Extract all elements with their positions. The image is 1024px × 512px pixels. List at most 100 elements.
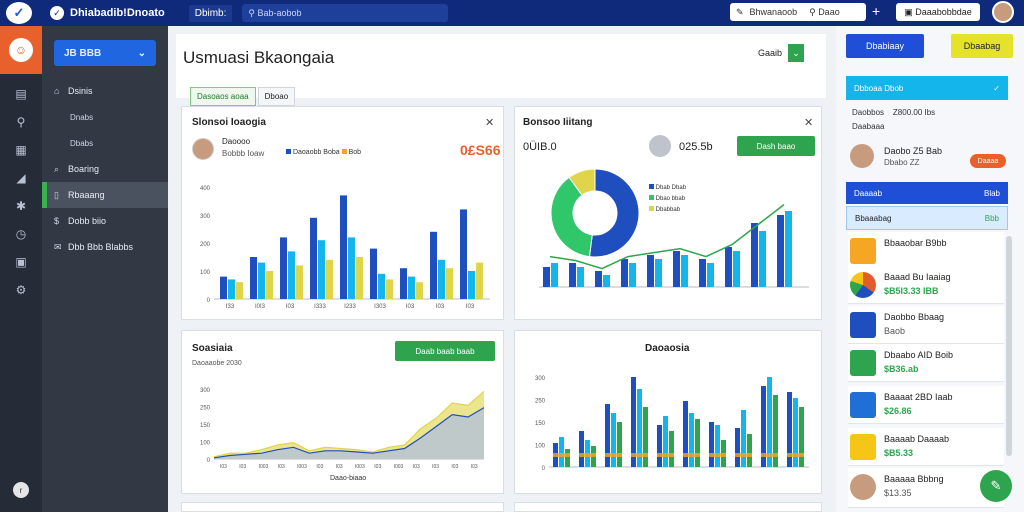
bar [438, 259, 445, 299]
tab-bar: Dasoaos aoaa Dboao [190, 87, 296, 106]
search-button[interactable]: ⚲ Daao [809, 6, 840, 17]
bar [793, 398, 798, 467]
close-icon[interactable]: ✕ [804, 117, 814, 129]
bar [446, 268, 453, 299]
page-header: Usmuasi Bkaongaia Gaaib ⌄ Dasoaos aoaa D… [176, 34, 826, 106]
bar [288, 251, 295, 299]
highlight-band[interactable]: Bbaaabag Bbb [846, 206, 1008, 230]
account-button[interactable]: ▣ Daaabobbdae [896, 3, 980, 21]
tab-second[interactable]: Dboao [257, 87, 296, 106]
close-icon[interactable]: ✕ [485, 117, 495, 129]
scrollbar[interactable] [1006, 236, 1012, 456]
stat-value: 0£S66 [460, 142, 501, 158]
card-title: Soasiaia [192, 343, 233, 354]
search-input[interactable]: ⚲ Bab-aobob [242, 4, 449, 22]
page-title: Usmuasi Bkaongaia [183, 48, 335, 67]
y-tick-label: 0 [207, 298, 211, 304]
list-item[interactable]: Daobbo Bbaag Baob [848, 306, 1004, 344]
y-tick-label: 100 [535, 444, 546, 450]
gear-icon[interactable]: ⚙ [15, 283, 27, 297]
filter-dropdown[interactable]: Dbboaa Dbob ✓ [846, 76, 1008, 100]
sidebar-item-boaring[interactable]: ⌕ Boaring [54, 163, 100, 175]
primary-button[interactable]: Dbabiaay [846, 34, 924, 58]
action-button[interactable]: Dash baao [737, 136, 815, 156]
x-tick-label: I33 [226, 304, 235, 310]
header-dropdown[interactable]: Gaaib ⌄ [758, 44, 805, 62]
bar [643, 407, 648, 467]
x-tick-label: I303 [374, 304, 386, 310]
bottom-card-edge [181, 502, 504, 512]
list-item[interactable]: Baaaaa Bbbng $13.35 [848, 468, 1004, 508]
list-item[interactable]: Baaaab Daaaab $B5.33 [848, 428, 1004, 466]
icon-rail: ☺ ▤ ⚲ ▦ ◢ ✱ ◷ ▣ ⚙ r [0, 26, 42, 512]
settings-icon[interactable]: ✱ [15, 199, 27, 213]
info-row: Daobbos Z800.00 Ibs [852, 108, 936, 117]
list-item[interactable]: Baaaat 2BD Iaab $26.86 [848, 386, 1004, 424]
x-tick-label: I003 [355, 464, 365, 470]
list-item[interactable]: Bbaaobar B9bb [848, 232, 1004, 270]
x-tick-label: I03 [451, 464, 458, 470]
pie-slice [550, 176, 593, 258]
sidebar-item-active[interactable]: ▯ Rbaaang [42, 182, 168, 208]
app-logo-icon[interactable]: ✓ [6, 2, 32, 24]
x-tick-label: I03 [286, 304, 295, 310]
search-icon[interactable]: ⚲ [16, 115, 26, 129]
bar [637, 389, 642, 467]
list-icon[interactable]: ▤ [15, 87, 27, 101]
bar-chart: 0 100 200 300 400 I33 I0I3 I03 I333 I233 I303 I03 I0… [200, 186, 490, 310]
right-search-field[interactable]: ✎ Bhwanaoob ⚲ Daao [730, 3, 866, 21]
secondary-button[interactable]: Dbaabag [951, 34, 1013, 58]
y-tick-label: 400 [200, 186, 211, 192]
y-tick-label: 300 [200, 214, 211, 220]
sidebar-subitem[interactable]: Dnabs [70, 112, 94, 122]
sidebar-item-mail[interactable]: ✉ Dbb Bbb Blabbs [54, 241, 134, 253]
mail-icon: ✉ [54, 241, 62, 252]
chart-icon[interactable]: ◢ [16, 171, 26, 185]
person-action-button[interactable]: Daaaa [970, 154, 1006, 168]
list-item[interactable]: Dbaabo AID Boib $B36.ab [848, 344, 1004, 382]
pie-chart-icon [850, 272, 876, 298]
table-icon[interactable]: ▦ [15, 143, 27, 157]
home-logo[interactable]: ☺ [0, 26, 42, 74]
chevron-down-icon: ⌄ [137, 47, 146, 59]
list-item[interactable]: Baaad Bu Iaaiag $B5I3.33 IBB [848, 266, 1004, 304]
bar [733, 251, 740, 287]
combo-chart [539, 204, 809, 288]
person-subtitle: Bobbb Ioaw [222, 149, 265, 158]
profile-icon[interactable]: r [13, 482, 29, 498]
workspace-selector[interactable]: JB BBB ⌄ [54, 40, 156, 66]
search-icon: ✎ [736, 6, 744, 17]
action-button[interactable]: Daab baab baab [395, 341, 495, 361]
bar [386, 279, 393, 299]
sidebar-subitem[interactable]: Dbabs [70, 138, 94, 148]
sidebar-item-dashboard[interactable]: ⌂ Dsinis [54, 86, 93, 96]
bar [715, 425, 720, 467]
clock-icon[interactable]: ◷ [15, 227, 27, 241]
add-icon[interactable]: + [872, 3, 881, 19]
top-tab[interactable]: Dbimb: [188, 4, 233, 22]
bar [416, 282, 423, 299]
search-icon: ⚲ [248, 7, 258, 18]
x-tick-label: I03 [466, 304, 475, 310]
toggle-circle[interactable] [649, 135, 671, 157]
chart-icon [850, 392, 876, 418]
bar [695, 419, 700, 467]
main-content: Usmuasi Bkaongaia Gaaib ⌄ Dasoaos aoaa D… [168, 26, 836, 512]
bar [476, 262, 483, 299]
bar [647, 255, 654, 287]
tab-active[interactable]: Dasoaos aoaa [190, 87, 256, 106]
x-tick-label: I03 [406, 304, 415, 310]
bar [551, 263, 558, 287]
money-icon: $ [54, 216, 60, 226]
book-icon[interactable]: ▣ [15, 255, 27, 269]
brand-icon: ✓ [50, 6, 64, 20]
bar [741, 410, 746, 467]
highlight-band[interactable]: Daaaab Blab [846, 182, 1008, 204]
bar [655, 259, 662, 287]
bar [629, 263, 636, 287]
chat-fab-button[interactable]: ✎ [980, 470, 1012, 502]
bar [318, 240, 325, 299]
area-chart: 0 100 150 250 300 I03 I03 I003 I03 I003 I03 I03 I003… [200, 388, 485, 470]
sidebar-item-money[interactable]: $ Dobb biio [54, 216, 107, 226]
avatar[interactable] [992, 1, 1014, 23]
